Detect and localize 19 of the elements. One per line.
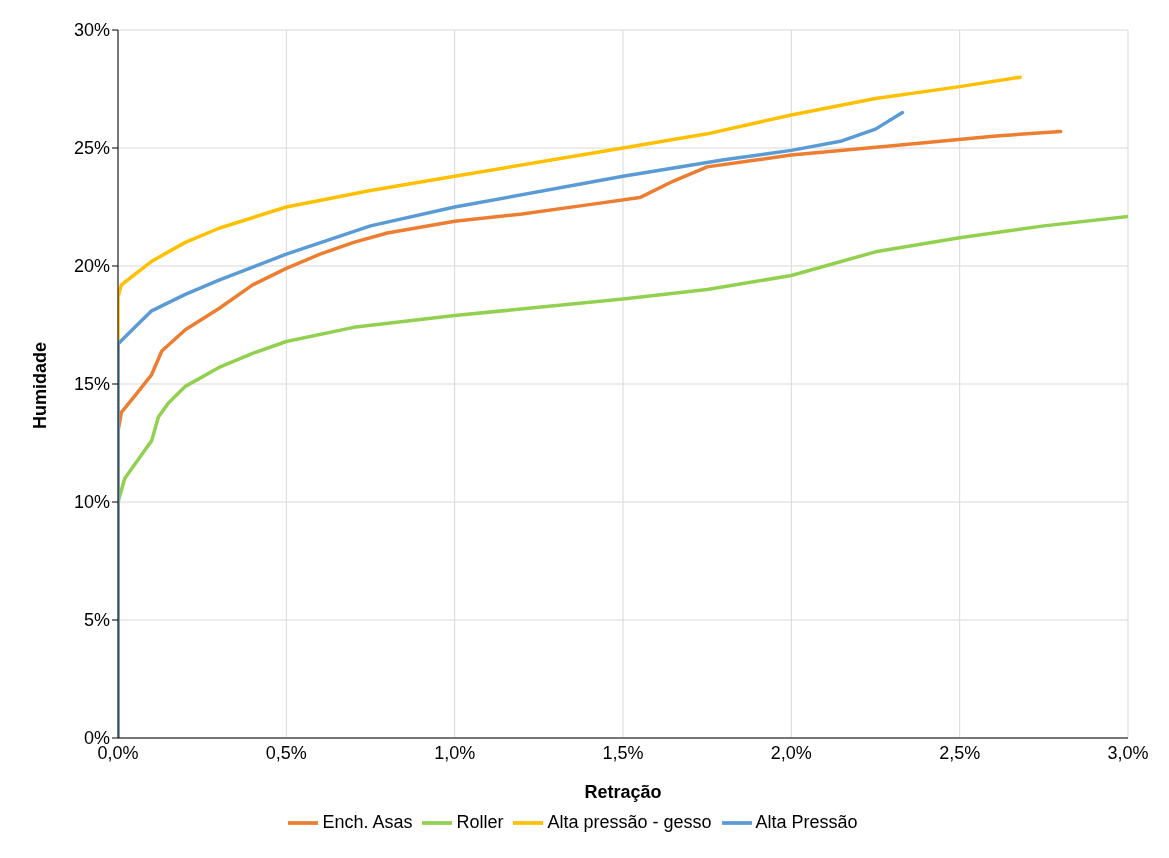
legend-label: Ench. Asas [322, 811, 413, 832]
y-tick-label: 15% [73, 374, 110, 395]
x-axis-title: Retração [584, 782, 662, 802]
legend-label: Roller [456, 811, 504, 832]
x-tick-label: 0,5% [265, 742, 307, 763]
x-tick-label: 2,0% [770, 742, 812, 763]
x-tick-label: 3,0% [1107, 742, 1149, 763]
y-tick-label: 10% [73, 492, 110, 513]
y-tick-label: 30% [73, 20, 110, 41]
y-tick-label: 20% [73, 256, 110, 277]
legend-label: Alta Pressão [755, 811, 858, 832]
y-tick-label: 5% [83, 610, 110, 631]
x-tick-label: 1,5% [602, 742, 644, 763]
y-tick-label: 25% [73, 138, 110, 159]
x-tick-label: 2,5% [939, 742, 981, 763]
y-axis-title: Humidade [30, 341, 51, 429]
line-series [118, 110, 905, 738]
x-tick-label: 1,0% [434, 742, 476, 763]
legend-label: Alta pressão - gesso [547, 811, 712, 832]
